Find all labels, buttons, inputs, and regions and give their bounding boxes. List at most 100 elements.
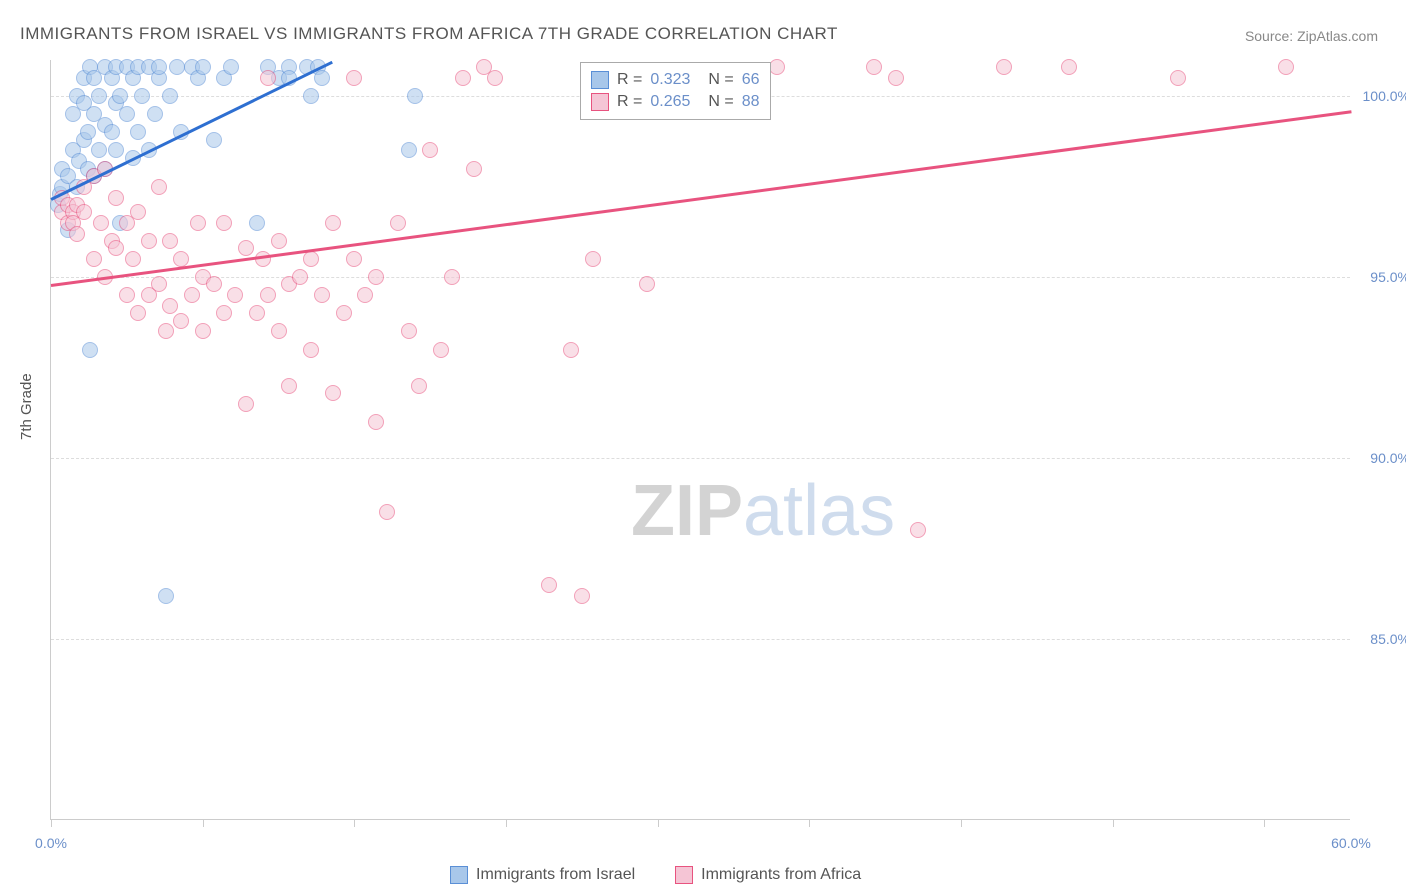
y-tick-label: 90.0% [1370, 450, 1406, 466]
x-tick [809, 819, 810, 827]
scatter-point [401, 142, 417, 158]
scatter-point [151, 179, 167, 195]
scatter-point [314, 70, 330, 86]
scatter-point [368, 269, 384, 285]
scatter-point [130, 204, 146, 220]
scatter-point [336, 305, 352, 321]
scatter-point [910, 522, 926, 538]
scatter-point [86, 251, 102, 267]
scatter-point [119, 287, 135, 303]
scatter-point [91, 88, 107, 104]
scatter-point [563, 342, 579, 358]
scatter-point [639, 276, 655, 292]
scatter-point [151, 59, 167, 75]
scatter-point [249, 305, 265, 321]
scatter-point [574, 588, 590, 604]
scatter-point [119, 106, 135, 122]
legend-item: Immigrants from Africa [675, 866, 861, 884]
scatter-point [379, 504, 395, 520]
legend-swatch [591, 71, 609, 89]
scatter-point [130, 124, 146, 140]
scatter-point [407, 88, 423, 104]
gridline [51, 458, 1350, 459]
scatter-point [184, 287, 200, 303]
scatter-point [158, 323, 174, 339]
scatter-point [292, 269, 308, 285]
legend-label: Immigrants from Israel [476, 866, 635, 884]
scatter-point [238, 240, 254, 256]
r-label: R = [617, 71, 642, 89]
gridline [51, 277, 1350, 278]
legend-series: Immigrants from Israel Immigrants from Af… [450, 866, 861, 884]
scatter-point [996, 59, 1012, 75]
plot-area: ZIPatlas 85.0%90.0%95.0%100.0%0.0%60.0% [50, 60, 1350, 820]
scatter-point [130, 305, 146, 321]
scatter-point [271, 233, 287, 249]
x-tick [658, 819, 659, 827]
n-value: 66 [742, 71, 760, 89]
x-tick [506, 819, 507, 827]
scatter-point [1170, 70, 1186, 86]
scatter-point [1278, 59, 1294, 75]
watermark-zip: ZIP [631, 471, 743, 551]
legend-swatch [450, 866, 468, 884]
scatter-point [314, 287, 330, 303]
x-tick-label: 60.0% [1331, 835, 1371, 851]
scatter-point [195, 59, 211, 75]
legend-label: Immigrants from Africa [701, 866, 861, 884]
scatter-point [82, 342, 98, 358]
watermark-atlas: atlas [743, 471, 895, 551]
scatter-point [866, 59, 882, 75]
scatter-point [368, 414, 384, 430]
scatter-point [223, 59, 239, 75]
x-tick [1264, 819, 1265, 827]
scatter-point [346, 251, 362, 267]
scatter-point [390, 215, 406, 231]
r-value: 0.265 [650, 93, 690, 111]
scatter-point [112, 88, 128, 104]
scatter-point [769, 59, 785, 75]
x-tick [1113, 819, 1114, 827]
legend-swatch [591, 93, 609, 111]
x-tick [203, 819, 204, 827]
scatter-point [195, 323, 211, 339]
scatter-point [401, 323, 417, 339]
scatter-point [169, 59, 185, 75]
legend-swatch [675, 866, 693, 884]
legend-item: Immigrants from Israel [450, 866, 635, 884]
scatter-point [433, 342, 449, 358]
scatter-point [104, 124, 120, 140]
scatter-point [325, 215, 341, 231]
scatter-point [487, 70, 503, 86]
scatter-point [281, 378, 297, 394]
scatter-point [162, 88, 178, 104]
scatter-point [216, 305, 232, 321]
scatter-point [260, 70, 276, 86]
n-value: 88 [742, 93, 760, 111]
scatter-point [76, 204, 92, 220]
scatter-point [141, 233, 157, 249]
trend-line [51, 111, 1351, 288]
scatter-point [325, 385, 341, 401]
scatter-point [541, 577, 557, 593]
scatter-point [173, 251, 189, 267]
scatter-point [466, 161, 482, 177]
scatter-point [346, 70, 362, 86]
scatter-point [303, 342, 319, 358]
scatter-point [173, 313, 189, 329]
source-attribution: Source: ZipAtlas.com [1245, 28, 1378, 44]
chart-title: IMMIGRANTS FROM ISRAEL VS IMMIGRANTS FRO… [20, 24, 838, 44]
scatter-point [455, 70, 471, 86]
scatter-point [260, 287, 276, 303]
scatter-point [162, 233, 178, 249]
scatter-point [357, 287, 373, 303]
x-tick [51, 819, 52, 827]
scatter-point [147, 106, 163, 122]
scatter-point [125, 251, 141, 267]
legend-stat-row: R = 0.265N = 88 [591, 91, 760, 113]
gridline [51, 639, 1350, 640]
x-tick [961, 819, 962, 827]
legend-stat-row: R = 0.323N = 66 [591, 69, 760, 91]
scatter-point [271, 323, 287, 339]
scatter-point [216, 215, 232, 231]
